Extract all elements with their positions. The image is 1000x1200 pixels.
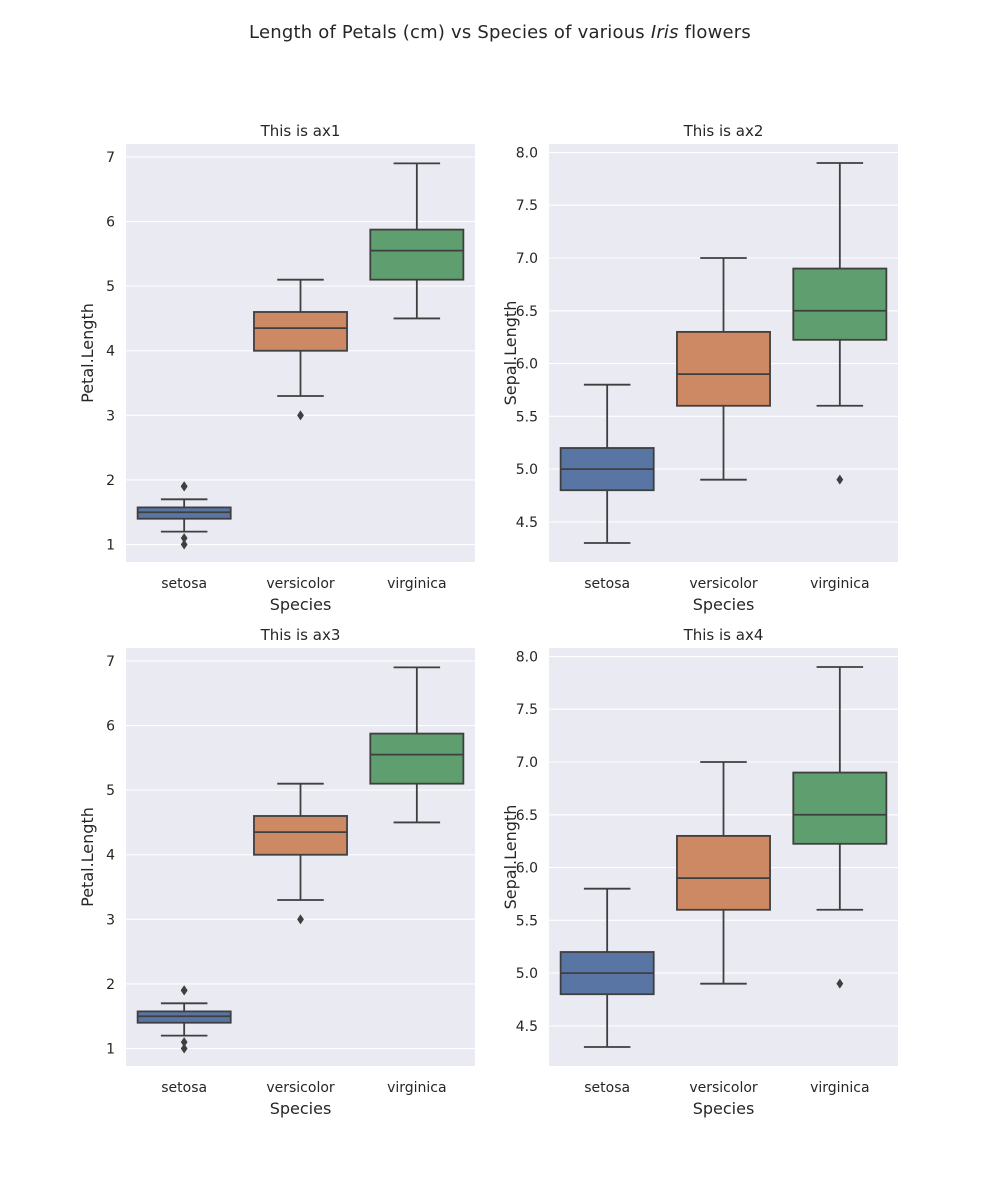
y-tick-label: 8.0 — [516, 145, 538, 161]
y-tick-label: 6 — [106, 215, 115, 231]
box-iqr — [253, 311, 348, 352]
outlier-point — [180, 1043, 188, 1054]
y-axis-label: Petal.Length — [78, 807, 97, 907]
y-tick-label: 7.5 — [516, 198, 538, 214]
x-tick-label: setosa — [584, 576, 630, 592]
y-tick-label: 5.0 — [516, 462, 538, 478]
outlier-point — [180, 1037, 188, 1048]
box-setosa — [559, 383, 655, 544]
box-virginica — [369, 162, 465, 320]
box-iqr — [792, 771, 888, 845]
y-tick-label: 3 — [106, 408, 115, 424]
y-tick-label: 4.5 — [516, 515, 538, 531]
subplot-ax4: This is ax4 4.5 5.0 5.5 6.0 6.5 7.0 7.5 8.0 setos… — [501, 626, 898, 1118]
x-axis-label: Species — [270, 1099, 332, 1118]
y-axis-label: Sepal.Length — [501, 805, 520, 910]
x-axis-label: Species — [693, 595, 755, 614]
x-axis-label: Species — [693, 1099, 755, 1118]
x-tick-label: virginica — [387, 576, 447, 592]
figure-title-prefix: Length of Petals (cm) vs Species of vari… — [249, 22, 651, 43]
outlier-point — [836, 978, 844, 989]
y-tick-label: 5.5 — [516, 913, 538, 929]
x-tick-label: versicolor — [266, 576, 335, 592]
x-tick-label: versicolor — [266, 1080, 335, 1096]
x-tick-label: setosa — [161, 1080, 207, 1096]
outlier-point — [180, 533, 188, 544]
y-tick-label: 6.0 — [516, 861, 538, 877]
outlier-point — [836, 474, 844, 485]
y-tick-label: 7.0 — [516, 755, 538, 771]
y-tick-label: 1 — [106, 538, 115, 554]
figure-title: Length of Petals (cm) vs Species of vari… — [0, 22, 1000, 43]
y-tick-label: 6.5 — [516, 808, 538, 824]
box-setosa — [136, 481, 232, 550]
box-iqr — [369, 228, 465, 281]
box-iqr — [676, 330, 771, 407]
y-axis-label: Petal.Length — [78, 303, 97, 403]
y-tick-label: 6 — [106, 719, 115, 735]
box-versicolor — [253, 782, 348, 925]
subplot-title: This is ax3 — [260, 626, 341, 644]
box-iqr — [676, 834, 771, 911]
y-tick-label: 6.0 — [516, 357, 538, 373]
box-virginica — [792, 666, 888, 989]
y-tick-label: 3 — [106, 912, 115, 928]
box-iqr — [369, 732, 465, 785]
box-setosa — [559, 887, 655, 1048]
outlier-point — [180, 539, 188, 550]
box-versicolor — [676, 761, 771, 985]
subplot-ax3: This is ax3 1 2 3 4 5 6 7 setosa versicolor virgin… — [78, 626, 475, 1118]
subplot-title: This is ax4 — [683, 626, 764, 644]
outlier-point — [180, 985, 188, 996]
y-tick-label: 5.0 — [516, 966, 538, 982]
y-tick-label: 2 — [106, 473, 115, 489]
x-tick-label: setosa — [584, 1080, 630, 1096]
y-tick-label: 8.0 — [516, 649, 538, 665]
x-tick-label: setosa — [161, 576, 207, 592]
box-versicolor — [676, 257, 771, 481]
box-iqr — [792, 267, 888, 341]
x-tick-label: virginica — [810, 1080, 870, 1096]
x-tick-label: versicolor — [689, 576, 758, 592]
x-tick-label: versicolor — [689, 1080, 758, 1096]
y-tick-label: 2 — [106, 977, 115, 993]
y-tick-label: 5 — [106, 783, 115, 799]
y-axis-label: Sepal.Length — [501, 301, 520, 406]
y-tick-label: 7.0 — [516, 251, 538, 267]
subplot-title: This is ax2 — [683, 122, 764, 140]
subplot-title: This is ax1 — [260, 122, 341, 140]
box-versicolor — [253, 278, 348, 421]
y-tick-label: 4 — [106, 848, 115, 864]
x-tick-label: virginica — [810, 576, 870, 592]
outlier-point — [180, 481, 188, 492]
figure-title-suffix: flowers — [678, 22, 751, 43]
y-tick-label: 4.5 — [516, 1019, 538, 1035]
y-tick-label: 5.5 — [516, 409, 538, 425]
subplot-ax1: This is ax1 1 2 3 4 5 6 7 setosa versicolor virgin… — [78, 122, 475, 614]
box-setosa — [136, 985, 232, 1054]
subplot-ax2: This is ax2 4.5 5.0 5.5 6.0 6.5 7.0 7.5 8.0 setos… — [501, 122, 898, 614]
y-tick-label: 7 — [106, 150, 115, 166]
y-tick-label: 6.5 — [516, 304, 538, 320]
y-tick-label: 7 — [106, 654, 115, 670]
y-tick-label: 1 — [106, 1042, 115, 1058]
box-virginica — [369, 666, 465, 824]
y-tick-label: 7.5 — [516, 702, 538, 718]
box-iqr — [253, 815, 348, 856]
y-tick-label: 4 — [106, 344, 115, 360]
x-tick-label: virginica — [387, 1080, 447, 1096]
y-tick-label: 5 — [106, 279, 115, 295]
box-virginica — [792, 162, 888, 485]
figure-title-italic: Iris — [650, 22, 679, 43]
x-axis-label: Species — [270, 595, 332, 614]
